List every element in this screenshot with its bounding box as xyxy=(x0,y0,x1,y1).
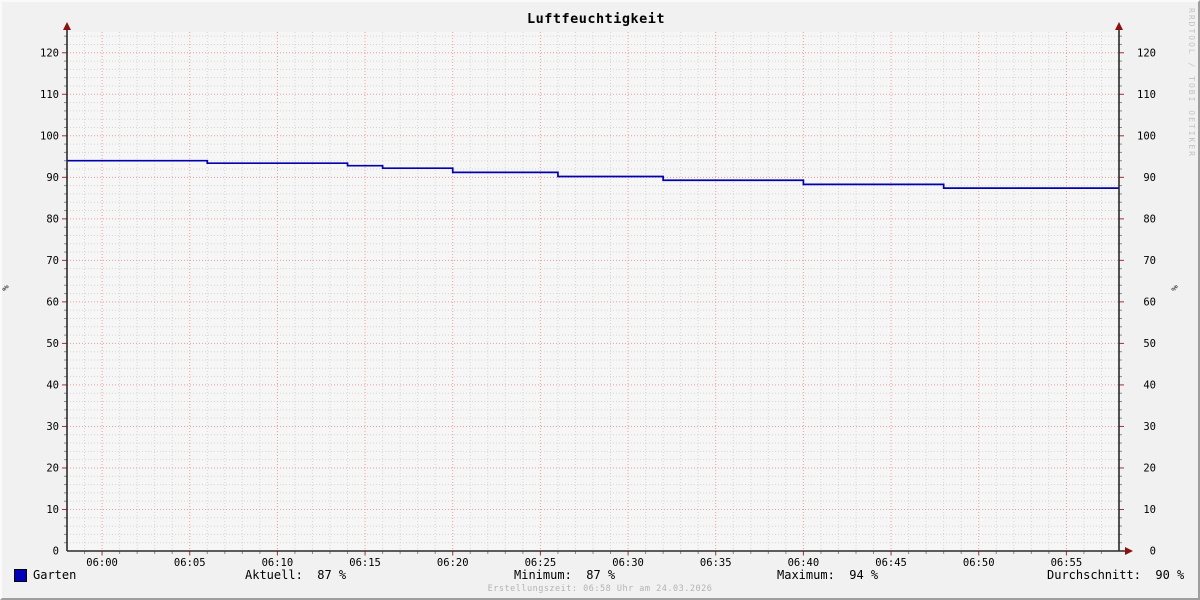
y-tick-label-left: 70 xyxy=(46,255,59,267)
y-tick-label-right: 30 xyxy=(1143,421,1156,433)
x-tick-label: 06:00 xyxy=(86,557,118,569)
y-tick-label-left: 120 xyxy=(40,47,59,59)
y-tick-label-left: 90 xyxy=(46,172,59,184)
y-tick-label-left: 20 xyxy=(46,462,59,474)
y-axis-unit-left: % xyxy=(1,285,12,291)
y-tick-label-left: 80 xyxy=(46,213,59,225)
y-tick-label-right: 50 xyxy=(1143,338,1156,350)
x-tick-label: 06:15 xyxy=(349,557,381,569)
y-tick-label-right: 80 xyxy=(1143,213,1156,225)
y-tick-label-left: 10 xyxy=(46,504,59,516)
y-tick-label-right: 20 xyxy=(1143,462,1156,474)
x-axis-arrow xyxy=(1125,547,1133,555)
stat-durchschnitt: Durchschnitt: 90 % xyxy=(1047,568,1185,582)
stat-maximum: Maximum: 94 % xyxy=(777,568,879,582)
y-tick-label-right: 0 xyxy=(1150,546,1156,558)
y-axis-unit-right: % xyxy=(1168,285,1179,291)
x-tick-label: 06:40 xyxy=(788,557,820,569)
x-tick-label: 06:35 xyxy=(700,557,732,569)
y-tick-label-left: 100 xyxy=(40,130,59,142)
y-tick-label-left: 0 xyxy=(53,546,59,558)
x-tick-label: 06:10 xyxy=(262,557,294,569)
y-tick-label-right: 10 xyxy=(1143,504,1156,516)
y-axis-arrow-left xyxy=(63,22,71,30)
y-axis-arrow-right xyxy=(1115,22,1123,30)
y-tick-label-left: 30 xyxy=(46,421,59,433)
y-tick-label-left: 110 xyxy=(40,89,59,101)
series-line-garten xyxy=(67,159,1119,189)
x-tick-label: 06:30 xyxy=(612,557,644,569)
legend-series-label: Garten xyxy=(33,568,77,582)
y-tick-label-left: 40 xyxy=(46,379,59,391)
x-tick-label: 06:55 xyxy=(1051,557,1083,569)
legend-row: Garten Aktuell: 87 % Minimum: 87 % Maxim… xyxy=(2,568,1198,584)
rrdtool-watermark: RRDTOOL / TOBI OETIKER xyxy=(1187,8,1196,158)
y-tick-label-right: 60 xyxy=(1143,296,1156,308)
y-tick-label-right: 40 xyxy=(1143,379,1156,391)
creation-timestamp: Erstellungszeit: 06:58 Uhr am 24.03.2026 xyxy=(487,584,713,594)
x-tick-label: 06:25 xyxy=(525,557,557,569)
x-tick-label: 06:05 xyxy=(174,557,206,569)
x-tick-label: 06:20 xyxy=(437,557,469,569)
x-tick-label: 06:45 xyxy=(875,557,907,569)
y-tick-label-left: 60 xyxy=(46,296,59,308)
y-tick-label-right: 120 xyxy=(1137,47,1156,59)
y-tick-label-left: 50 xyxy=(46,338,59,350)
stat-minimum: Minimum: 87 % xyxy=(514,568,616,582)
y-tick-label-right: 70 xyxy=(1143,255,1156,267)
y-tick-label-right: 90 xyxy=(1143,172,1156,184)
stat-aktuell: Aktuell: 87 % xyxy=(245,568,347,582)
series-color-swatch xyxy=(14,569,27,582)
x-tick-label: 06:50 xyxy=(963,557,995,569)
chart-title: Luftfeuchtigkeit xyxy=(526,11,666,27)
y-tick-label-right: 110 xyxy=(1137,89,1156,101)
y-tick-label-right: 100 xyxy=(1137,130,1156,142)
